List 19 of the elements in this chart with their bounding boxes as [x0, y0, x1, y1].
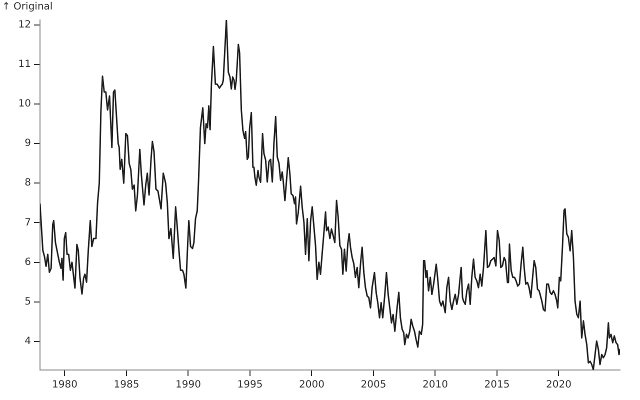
x-tick-label: 1990 — [175, 380, 201, 391]
y-tick-label: 4 — [24, 336, 31, 348]
x-tick-label: 1985 — [114, 380, 140, 391]
x-tick-label: 1995 — [237, 380, 263, 391]
x-tick-label: 1980 — [52, 380, 78, 391]
y-tick-label: 10 — [18, 98, 31, 110]
y-tick-label: 11 — [18, 58, 31, 70]
x-tick-label: 2005 — [360, 380, 386, 391]
y-axis-title: ↑ Original — [2, 2, 53, 13]
x-tick-label: 2015 — [484, 380, 510, 391]
y-tick-label: 5 — [24, 296, 31, 308]
y-tick-label: 9 — [24, 138, 31, 150]
y-tick-label: 6 — [24, 256, 31, 268]
x-tick-label: 2010 — [422, 380, 448, 391]
y-tick-label: 7 — [24, 217, 31, 228]
y-tick-label: 8 — [24, 178, 31, 189]
x-tick-label: 2020 — [546, 380, 572, 391]
y-tick-label: 12 — [18, 19, 31, 30]
x-tick-label: 2000 — [298, 380, 324, 391]
